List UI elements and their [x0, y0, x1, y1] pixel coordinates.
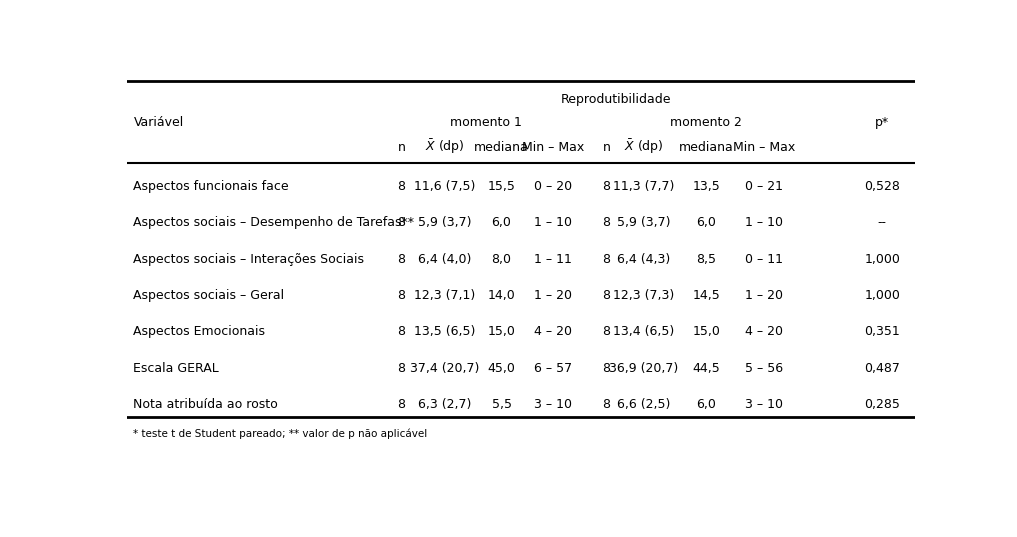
- Text: 15,5: 15,5: [487, 180, 516, 193]
- Text: 45,0: 45,0: [487, 362, 516, 375]
- Text: 3 – 10: 3 – 10: [534, 398, 572, 411]
- Text: 11,6 (7,5): 11,6 (7,5): [414, 180, 475, 193]
- Text: 6,0: 6,0: [491, 216, 512, 229]
- Text: Min – Max: Min – Max: [733, 141, 795, 154]
- Text: 3 – 10: 3 – 10: [745, 398, 783, 411]
- Text: 12,3 (7,3): 12,3 (7,3): [613, 289, 674, 302]
- Text: 8: 8: [602, 362, 610, 375]
- Text: Aspectos Emocionais: Aspectos Emocionais: [133, 325, 265, 338]
- Text: 8: 8: [602, 253, 610, 266]
- Text: 4 – 20: 4 – 20: [745, 325, 783, 338]
- Text: 37,4 (20,7): 37,4 (20,7): [410, 362, 479, 375]
- Text: 44,5: 44,5: [693, 362, 720, 375]
- Text: 1,000: 1,000: [864, 253, 900, 266]
- Text: 5 – 56: 5 – 56: [744, 362, 783, 375]
- Text: 8: 8: [398, 216, 406, 229]
- Text: Reprodutibilidade: Reprodutibilidade: [560, 93, 671, 106]
- Text: 8: 8: [602, 180, 610, 193]
- Text: 0,351: 0,351: [864, 325, 900, 338]
- Text: Aspectos funcionais face: Aspectos funcionais face: [133, 180, 289, 193]
- Text: --: --: [878, 216, 887, 229]
- Text: 1 – 10: 1 – 10: [534, 216, 572, 229]
- Text: 8: 8: [398, 362, 406, 375]
- Text: 6,4 (4,3): 6,4 (4,3): [616, 253, 670, 266]
- Text: 6 – 57: 6 – 57: [534, 362, 572, 375]
- Text: 0,285: 0,285: [864, 398, 900, 411]
- Text: $\bar{X}$ (dp): $\bar{X}$ (dp): [425, 138, 465, 156]
- Text: 0,528: 0,528: [864, 180, 900, 193]
- Text: momento 1: momento 1: [450, 116, 522, 129]
- Text: n: n: [602, 141, 610, 154]
- Text: 8,0: 8,0: [491, 253, 512, 266]
- Text: n: n: [398, 141, 406, 154]
- Text: 1,000: 1,000: [864, 289, 900, 302]
- Text: 8: 8: [602, 216, 610, 229]
- Text: 4 – 20: 4 – 20: [534, 325, 572, 338]
- Text: 13,5 (6,5): 13,5 (6,5): [414, 325, 475, 338]
- Text: 0 – 21: 0 – 21: [745, 180, 783, 193]
- Text: 0,487: 0,487: [864, 362, 900, 375]
- Text: 6,0: 6,0: [697, 216, 716, 229]
- Text: 0 – 20: 0 – 20: [534, 180, 572, 193]
- Text: 5,5: 5,5: [491, 398, 512, 411]
- Text: 13,5: 13,5: [693, 180, 720, 193]
- Text: 8,5: 8,5: [697, 253, 716, 266]
- Text: $\bar{X}$ (dp): $\bar{X}$ (dp): [623, 138, 663, 156]
- Text: Nota atribuída ao rosto: Nota atribuída ao rosto: [133, 398, 279, 411]
- Text: 6,6 (2,5): 6,6 (2,5): [616, 398, 670, 411]
- Text: 5,9 (3,7): 5,9 (3,7): [418, 216, 472, 229]
- Text: 8: 8: [398, 180, 406, 193]
- Text: 8: 8: [398, 325, 406, 338]
- Text: 14,5: 14,5: [693, 289, 720, 302]
- Text: Min – Max: Min – Max: [522, 141, 584, 154]
- Text: mediana: mediana: [679, 141, 734, 154]
- Text: Aspectos sociais – Interações Sociais: Aspectos sociais – Interações Sociais: [133, 253, 364, 266]
- Text: 15,0: 15,0: [693, 325, 720, 338]
- Text: 13,4 (6,5): 13,4 (6,5): [613, 325, 674, 338]
- Text: 8: 8: [398, 289, 406, 302]
- Text: 12,3 (7,1): 12,3 (7,1): [414, 289, 475, 302]
- Text: 8: 8: [398, 398, 406, 411]
- Text: 1 – 20: 1 – 20: [745, 289, 783, 302]
- Text: Aspectos sociais – Geral: Aspectos sociais – Geral: [133, 289, 285, 302]
- Text: 8: 8: [398, 253, 406, 266]
- Text: 1 – 11: 1 – 11: [534, 253, 572, 266]
- Text: momento 2: momento 2: [670, 116, 742, 129]
- Text: 8: 8: [602, 398, 610, 411]
- Text: 6,3 (2,7): 6,3 (2,7): [418, 398, 472, 411]
- Text: Escala GERAL: Escala GERAL: [133, 362, 220, 375]
- Text: 5,9 (3,7): 5,9 (3,7): [616, 216, 670, 229]
- Text: 15,0: 15,0: [487, 325, 516, 338]
- Text: 11,3 (7,7): 11,3 (7,7): [612, 180, 674, 193]
- Text: p*: p*: [876, 116, 889, 129]
- Text: 14,0: 14,0: [487, 289, 516, 302]
- Text: 6,4 (4,0): 6,4 (4,0): [418, 253, 472, 266]
- Text: 1 – 10: 1 – 10: [745, 216, 783, 229]
- Text: Variável: Variável: [133, 116, 184, 129]
- Text: 8: 8: [602, 325, 610, 338]
- Text: 36,9 (20,7): 36,9 (20,7): [609, 362, 678, 375]
- Text: 6,0: 6,0: [697, 398, 716, 411]
- Text: 8: 8: [602, 289, 610, 302]
- Text: 1 – 20: 1 – 20: [534, 289, 572, 302]
- Text: 0 – 11: 0 – 11: [745, 253, 783, 266]
- Text: Aspectos sociais – Desempenho de Tarefas**: Aspectos sociais – Desempenho de Tarefas…: [133, 216, 415, 229]
- Text: mediana: mediana: [474, 141, 529, 154]
- Text: * teste t de Student pareado; ** valor de p não aplicável: * teste t de Student pareado; ** valor d…: [133, 429, 428, 439]
